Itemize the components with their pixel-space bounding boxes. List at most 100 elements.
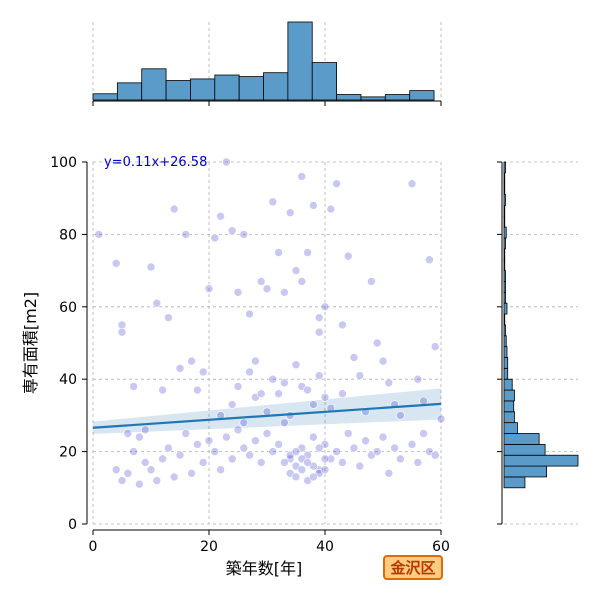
scatter-point [233,382,243,391]
scatter-point [117,320,127,330]
scatter-point [320,392,330,402]
scatter-point [309,400,318,409]
scatter-point [338,389,347,398]
right-histogram-bar [503,161,506,174]
y-axis-title: 専有面積[m2] [21,292,40,394]
scatter-point [419,396,428,406]
scatter-point [227,454,237,464]
scatter-point [152,298,162,308]
scatter-point [198,458,208,467]
y-tick-label: 80 [59,227,77,243]
right-histogram-bar [503,346,508,358]
top-histogram-bar [190,78,216,101]
right-histogram-bar [503,313,506,326]
scatter-point [111,465,121,475]
right-histogram-bar [503,302,508,315]
regression-equation: y=0.11x+26.58 [104,155,207,170]
scatter-point [111,259,121,268]
scatter-point [175,364,185,373]
scatter-point [314,327,324,337]
scatter-point [436,414,446,424]
top-histogram-bar [263,72,289,101]
right-histogram-bar [503,324,506,337]
right-histogram-bar [503,335,507,348]
scatter-point [193,385,202,395]
scatter-point [239,230,249,239]
scatter-point [181,230,191,239]
scatter-point [251,436,260,446]
district-badge: 金沢区 [383,555,443,580]
top-histogram-bar [384,94,411,101]
scatter-point [361,436,370,446]
scatter-point [285,208,295,217]
scatter-point [123,429,133,438]
scatter-points-layer [94,157,446,489]
right-histogram-bar [503,389,515,402]
scatter-point [268,374,278,384]
scatter-point [198,367,208,377]
right-histogram-bar [503,215,506,228]
right-histogram-layer [503,161,579,489]
scatter-point [314,371,324,380]
right-histogram-bar [503,433,540,445]
scatter-point [245,450,254,460]
scatter-point [169,472,179,482]
scatter-point [303,248,312,257]
scatter-point [233,425,243,435]
scatter-point [204,284,214,294]
y-tick-label: 40 [59,372,77,388]
regression-line [92,402,442,429]
scatter-point [291,472,301,482]
scatter-point [343,251,353,261]
top-histogram-bar [214,74,240,101]
scatter-point [140,458,150,467]
scatter-point [164,313,173,322]
scatter-point [343,429,353,438]
scatter-point [291,360,301,370]
x-tick-label: 0 [89,539,98,555]
scatter-point [193,440,202,449]
scatter-point [256,389,266,398]
scatter-point [413,458,423,467]
scatter-point [222,432,231,442]
scatter-point [146,465,156,475]
scatter-point [94,230,104,239]
scatter-point [390,443,399,453]
top-histogram-bar [360,96,386,101]
top-histogram-bar [409,90,435,101]
scatter-point [384,469,394,478]
x-tick-label: 60 [432,539,450,555]
scatter-point [303,458,312,467]
scatter-point [407,179,417,189]
scatter-point [245,309,254,319]
right-histogram-bar [503,205,506,217]
scatter-point [384,378,394,388]
scatter-point [372,338,382,348]
scatter-point [169,204,179,214]
scatter-point [419,429,428,438]
scatter-point [338,320,347,330]
scatter-point [314,443,324,453]
top-histogram-bar [165,80,191,101]
scatter-point [349,353,359,362]
scatter-point [297,277,307,286]
scatter-point [233,288,243,297]
scatter-point [349,443,359,453]
scatter-point [187,469,196,478]
scatter-point [117,476,127,485]
scatter-point [326,204,336,214]
scatter-point [314,313,324,322]
scatter-point [210,233,220,243]
scatter-point [320,465,330,475]
scatter-point [297,465,307,475]
scatter-point [332,447,341,456]
grid-layer [92,22,578,525]
scatter-point [280,418,289,427]
scatter-point [204,436,214,446]
y-tick-label: 20 [59,445,77,461]
right-histogram-bar [503,259,506,271]
scatter-point [268,447,278,456]
x-tick-label: 20 [200,539,218,555]
top-histogram-bar [141,68,167,101]
scatter-point [291,447,301,456]
